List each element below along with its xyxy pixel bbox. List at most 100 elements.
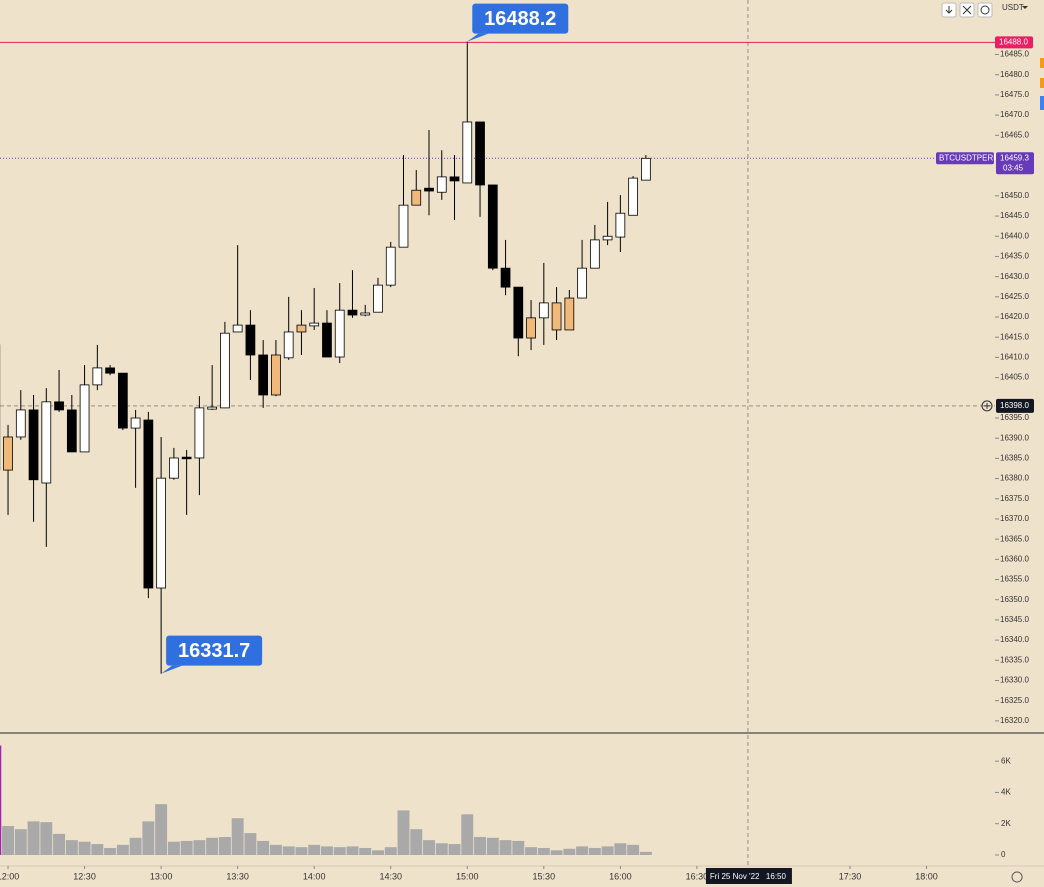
y-tick-label: 16420.0 bbox=[1000, 312, 1029, 321]
y-tick-label: 16330.0 bbox=[1000, 676, 1029, 685]
candle-body bbox=[373, 284, 383, 313]
candle-body bbox=[564, 297, 575, 331]
price-callout-box bbox=[472, 3, 569, 34]
volume-bar bbox=[2, 826, 15, 855]
volume-bar bbox=[372, 850, 384, 855]
volume-bar bbox=[448, 844, 461, 855]
y-tick-label: 16360.0 bbox=[1000, 554, 1029, 563]
candle-body bbox=[475, 121, 485, 186]
y-tick-label: 16325.0 bbox=[1000, 696, 1029, 705]
candle-body bbox=[66, 409, 77, 453]
volume-bar bbox=[193, 840, 206, 855]
x-tick-label: 17:30 bbox=[839, 871, 862, 881]
candle-body bbox=[79, 384, 90, 453]
icon bbox=[962, 5, 972, 15]
candle-body bbox=[232, 324, 243, 333]
volume-bar bbox=[295, 847, 308, 855]
candle-body bbox=[589, 239, 600, 269]
candle-body bbox=[347, 309, 358, 316]
volume-bar bbox=[142, 821, 155, 855]
candle-body bbox=[551, 302, 562, 331]
candle-body bbox=[258, 354, 269, 396]
countdown-label: 03:45 bbox=[1003, 163, 1024, 172]
candle-body bbox=[411, 189, 422, 206]
y-tick-label: 16380.0 bbox=[1000, 474, 1029, 483]
crosshair-date-label: Fri 25 Nov '22 bbox=[710, 872, 760, 881]
y-tick-label: 16395.0 bbox=[1000, 413, 1029, 422]
candle-body bbox=[360, 312, 371, 316]
y-tick-label: 16390.0 bbox=[1000, 433, 1029, 442]
volume-bar bbox=[486, 837, 499, 855]
candle-body bbox=[628, 177, 638, 216]
volume-bar bbox=[346, 846, 359, 855]
volume-bar bbox=[512, 840, 525, 855]
y-tick-label: 16480.0 bbox=[1000, 70, 1029, 79]
x-tick-label: 13:00 bbox=[150, 871, 173, 881]
crosshair-price-label: 16398.0 bbox=[1000, 401, 1029, 410]
volume-bar bbox=[65, 840, 78, 855]
candle-body bbox=[156, 477, 166, 589]
volume-tick-label: 4K bbox=[1001, 788, 1011, 797]
price-callout-pointer bbox=[467, 33, 489, 42]
icon bbox=[945, 6, 953, 14]
y-tick-label: 16350.0 bbox=[1000, 595, 1029, 604]
alert-price-tag bbox=[995, 36, 1033, 49]
volume-bar bbox=[308, 844, 321, 855]
crosshair-time-label: 16:50 bbox=[766, 872, 787, 881]
y-tick-label: 16425.0 bbox=[1000, 292, 1029, 301]
price-callout-box bbox=[166, 635, 263, 666]
volume-bar bbox=[550, 850, 563, 855]
volume-bar bbox=[116, 844, 129, 855]
candle-body bbox=[194, 407, 205, 459]
candle-body bbox=[181, 456, 192, 460]
candle-body bbox=[143, 419, 154, 589]
price-callout-label: 16488.2 bbox=[484, 8, 556, 30]
candle-body bbox=[334, 309, 345, 358]
y-tick-label: 16370.0 bbox=[1000, 514, 1029, 523]
candle-body bbox=[436, 176, 447, 193]
candle-body bbox=[28, 409, 39, 481]
price-callout-label: 16331.7 bbox=[178, 640, 250, 662]
y-tick-label: 16485.0 bbox=[1000, 50, 1029, 59]
alert-price-tag-label: 16488.0 bbox=[999, 38, 1028, 47]
candle-body bbox=[271, 354, 281, 396]
candle-body bbox=[245, 324, 256, 356]
candle-body bbox=[15, 409, 26, 438]
price-callout-pointer bbox=[161, 665, 183, 674]
candle-body bbox=[385, 246, 396, 286]
volume-bar bbox=[282, 846, 295, 855]
volume-bar bbox=[40, 822, 53, 855]
y-tick-label: 16345.0 bbox=[1000, 615, 1029, 624]
volume-bar bbox=[27, 821, 40, 855]
volume-bar bbox=[461, 814, 474, 855]
y-tick-label: 16340.0 bbox=[1000, 635, 1029, 644]
candle-body bbox=[3, 436, 13, 471]
volume-bar bbox=[218, 837, 231, 855]
y-tick-label: 16385.0 bbox=[1000, 453, 1029, 462]
volume-bar bbox=[423, 840, 435, 855]
settings-button[interactable] bbox=[1011, 871, 1023, 883]
reset-button[interactable] bbox=[977, 2, 993, 18]
volume-bar bbox=[601, 846, 614, 855]
volume-bar bbox=[333, 847, 346, 855]
crosshair-plus-icon bbox=[984, 402, 990, 409]
currency-selector[interactable]: USDT bbox=[1002, 3, 1024, 12]
volume-bar bbox=[78, 841, 91, 855]
candle-body bbox=[526, 317, 536, 339]
x-tick-label: 12:30 bbox=[73, 871, 96, 881]
volume-bar bbox=[525, 847, 538, 855]
candle-body bbox=[54, 401, 64, 411]
candle-body bbox=[398, 204, 409, 248]
candle-body bbox=[296, 324, 307, 333]
crosshair-plus-button bbox=[981, 400, 993, 412]
y-tick-label: 16475.0 bbox=[1000, 90, 1029, 99]
volume-bar bbox=[244, 833, 257, 855]
volume-bar bbox=[269, 844, 282, 855]
volume-bar bbox=[359, 847, 372, 855]
y-tick-label: 16410.0 bbox=[1000, 353, 1029, 362]
volume-bar bbox=[576, 846, 589, 855]
x-tick-label: 18:00 bbox=[915, 871, 938, 881]
candle-body bbox=[130, 417, 141, 429]
y-tick-label: 16465.0 bbox=[1000, 130, 1029, 139]
